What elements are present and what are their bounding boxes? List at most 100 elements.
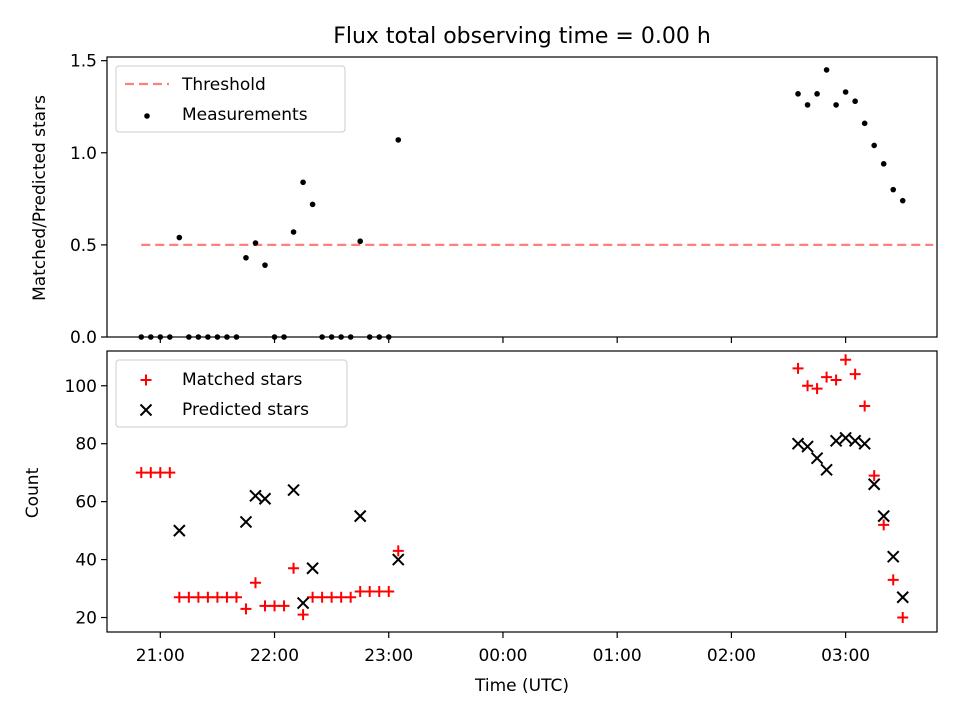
matched-stars-point <box>887 574 899 586</box>
matched-stars-legend-swatch <box>140 374 152 386</box>
predicted-stars-point <box>839 431 852 445</box>
predicted-stars-point <box>829 434 843 448</box>
chart-title: Flux total observing time = 0.00 h <box>333 24 711 49</box>
measurement-point <box>804 102 811 108</box>
predicted-stars-point <box>249 489 262 503</box>
matched-stars-point <box>259 600 271 612</box>
bottom-y-tick-label: 20 <box>75 609 97 629</box>
top-legend: Threshold Measurements <box>115 65 346 133</box>
bottom-x-tick-label: 22:00 <box>250 646 299 666</box>
bottom-x-tick-label: 02:00 <box>707 646 756 666</box>
matched-stars-point <box>249 577 261 589</box>
matched-stars-point <box>173 591 185 603</box>
top-y-tick-label: 0.5 <box>70 236 97 256</box>
matched-stars-point <box>221 591 233 603</box>
bottom-panel: 20 40 60 80 100 21:00 22:00 23:00 00:00 01:00 02:0… <box>65 350 938 666</box>
measurement-point <box>176 234 183 241</box>
measurement-point <box>842 89 849 95</box>
measurement-point <box>852 98 858 105</box>
predicted-stars-point <box>392 553 405 566</box>
measurement-point <box>357 238 363 245</box>
predicted-stars-point <box>306 562 319 575</box>
matched-stars-point <box>345 591 357 603</box>
matched-stars-point <box>354 585 366 597</box>
matched-stars-point <box>821 371 833 383</box>
predicted-stars-point <box>877 509 890 523</box>
matched-stars-point <box>373 585 385 597</box>
x-axis-label: Time (UTC) <box>474 676 569 696</box>
top-panel: 0.0 0.5 1.0 1.5 Threshold Measurements <box>70 52 938 348</box>
measurement-point <box>309 201 316 208</box>
matched-stars-point <box>135 467 147 479</box>
matched-stars-point <box>364 585 376 597</box>
top-y-axis-label: Matched/Predicted stars <box>30 95 50 301</box>
matched-stars-point <box>297 609 309 621</box>
matched-stars-point <box>316 591 328 603</box>
bottom-x-tick-label: 23:00 <box>364 646 413 666</box>
measurement-point <box>899 197 906 204</box>
matched-stars-point <box>269 600 281 612</box>
predicted-stars-point <box>848 434 862 448</box>
matched-stars-point <box>164 467 176 479</box>
matched-stars-point <box>849 368 861 380</box>
matched-stars-point <box>392 545 404 557</box>
matched-stars-point <box>878 519 890 531</box>
predicted-stars-point <box>287 483 300 497</box>
matched-stars-point <box>897 612 909 624</box>
bottom-legend-box <box>115 359 348 428</box>
predicted-stars-point <box>887 550 900 563</box>
bottom-x-tick-label: 00:00 <box>478 646 527 666</box>
predicted-stars-point <box>820 463 833 476</box>
bottom-x-tick-label: 01:00 <box>593 646 642 666</box>
measurement-point <box>814 91 820 97</box>
measurement-point <box>890 186 897 193</box>
measurement-point <box>300 179 306 186</box>
measurement-point <box>871 142 877 149</box>
measurement-point <box>880 161 887 167</box>
predicted-stars-legend-swatch <box>139 403 153 417</box>
predicted-stars-point <box>791 437 805 450</box>
predicted-stars-point <box>896 591 909 604</box>
matched-stars-legend-label: Matched stars <box>182 370 302 390</box>
predicted-stars-point <box>296 596 310 610</box>
matched-stars-point <box>326 591 338 603</box>
matched-stars-point <box>211 591 223 603</box>
bottom-x-tick-label: 21:00 <box>136 646 185 666</box>
matched-stars-point <box>240 603 252 615</box>
matched-stars-point <box>802 380 814 392</box>
predicted-stars-point <box>858 437 871 450</box>
measurement-point <box>262 262 268 268</box>
predicted-stars-point <box>810 451 824 465</box>
predicted-stars-point <box>258 492 272 505</box>
matched-stars-point <box>792 362 804 374</box>
matched-stars-point <box>183 591 195 603</box>
predicted-stars-legend-label: Predicted stars <box>182 400 309 420</box>
measurement-point <box>243 254 249 261</box>
matched-stars-point <box>202 591 214 603</box>
matched-stars-point <box>830 374 842 386</box>
matched-stars-point <box>868 470 880 482</box>
threshold-legend-label: Threshold <box>181 75 266 95</box>
bottom-y-tick-label: 40 <box>75 551 97 571</box>
top-y-tick-label: 0.0 <box>70 328 97 348</box>
predicted-stars-point <box>173 524 186 537</box>
matched-stars-point <box>145 467 157 479</box>
bottom-y-tick-label: 60 <box>75 493 97 513</box>
matched-stars-point <box>383 585 395 597</box>
measurement-point <box>823 67 830 73</box>
top-y-tick-label: 1.0 <box>70 144 97 164</box>
predicted-stars-point <box>801 440 814 453</box>
matched-stars-point <box>288 562 300 574</box>
matched-stars-point <box>307 591 319 603</box>
matched-stars-point <box>154 467 166 479</box>
top-frame <box>106 56 938 338</box>
top-legend-box <box>115 65 346 133</box>
measurement-point <box>252 240 259 246</box>
bottom-y-axis-label: Count <box>23 467 43 518</box>
bottom-frame <box>106 350 938 633</box>
measurement-point <box>861 120 868 127</box>
measurement-point <box>395 137 402 143</box>
measurement-point <box>833 102 839 108</box>
bottom-x-tick-label: 03:00 <box>821 646 870 666</box>
measurements-legend-swatch <box>144 113 150 119</box>
